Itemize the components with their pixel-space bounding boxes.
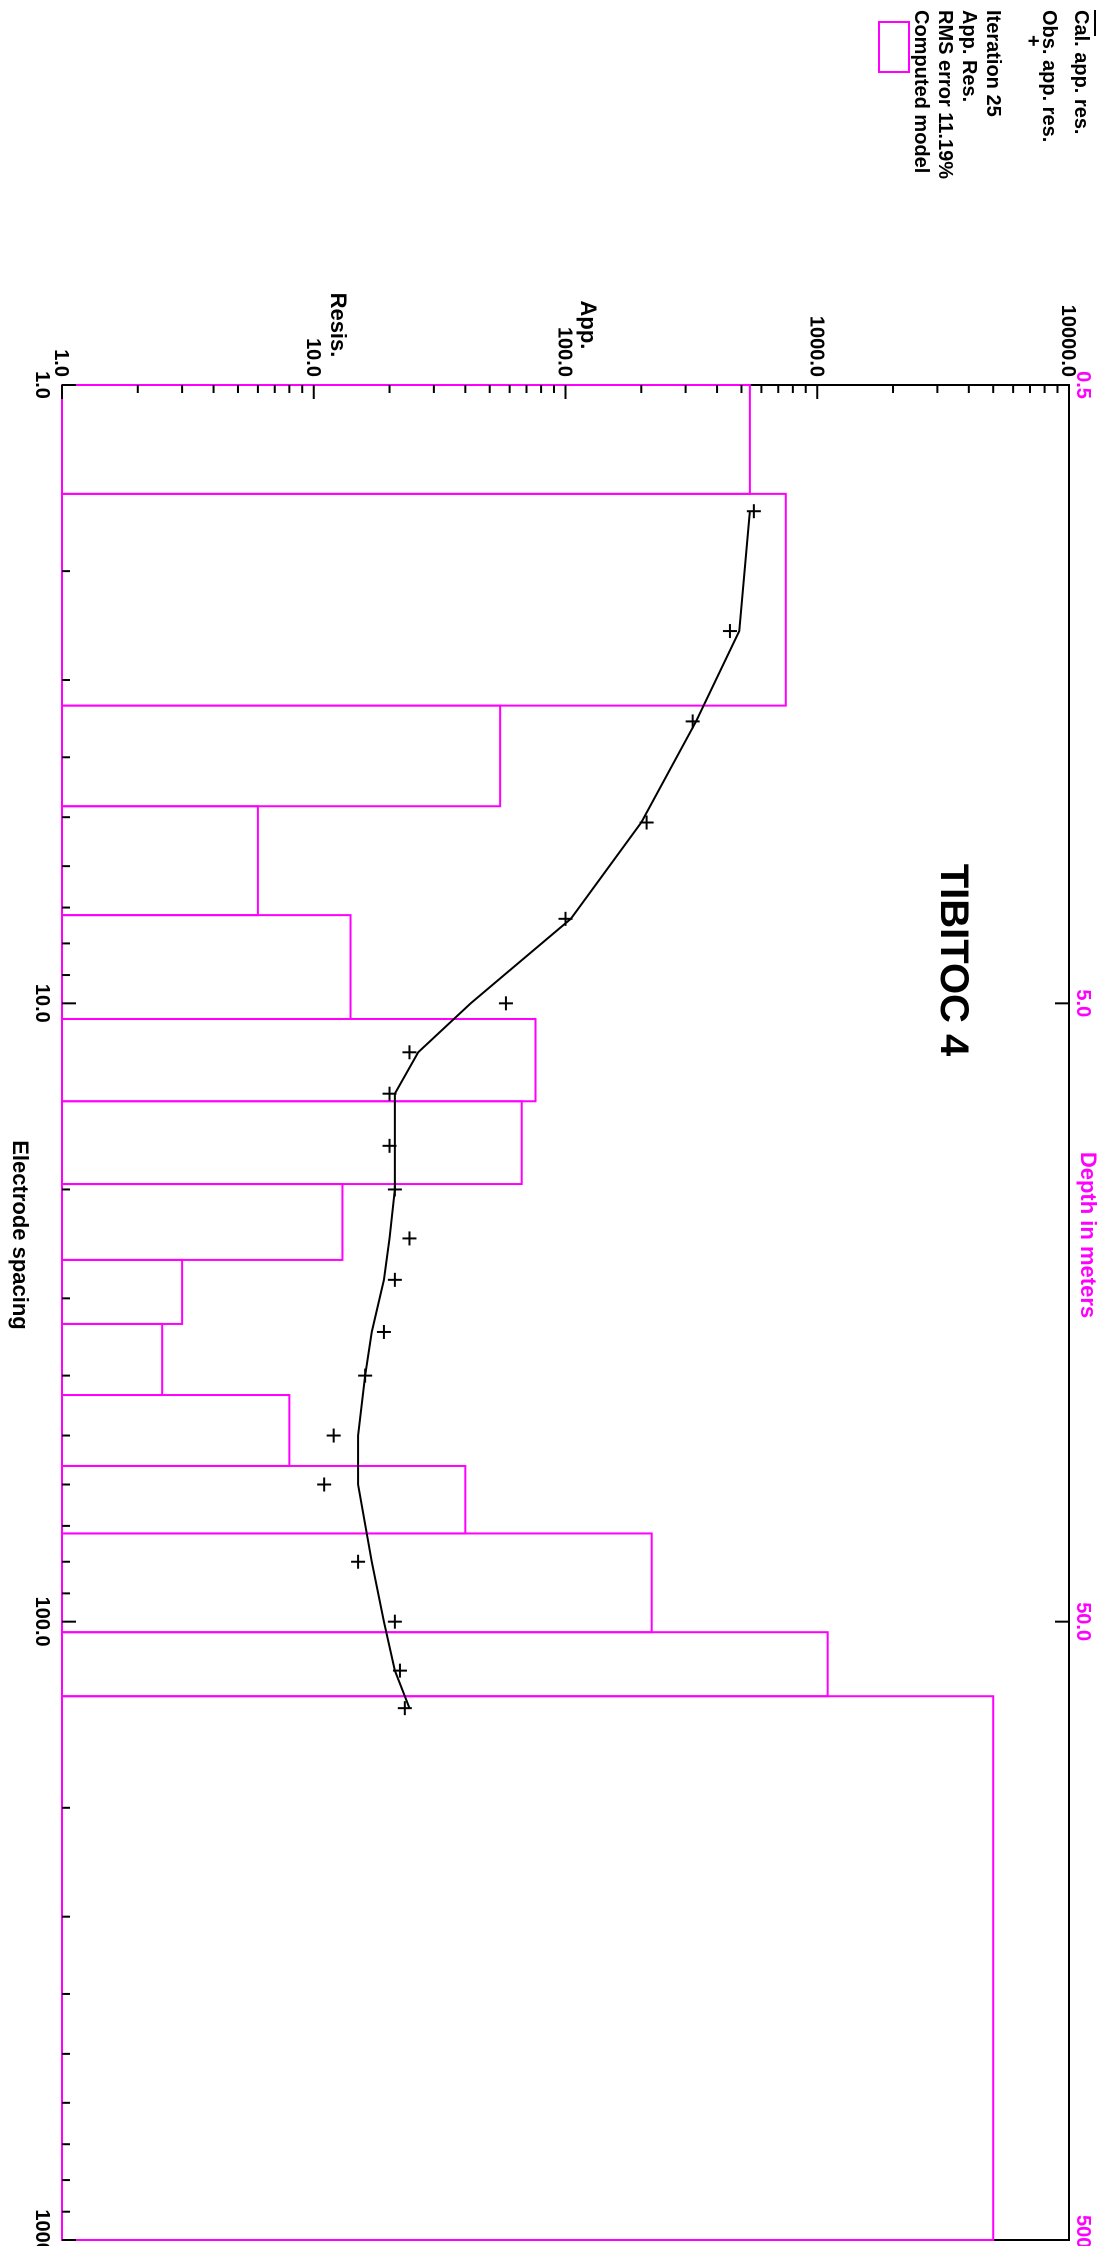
x-tick-label: 100.0 (31, 1597, 53, 1647)
y-tick-label: 100.0 (554, 327, 576, 377)
model-layer-rect (61, 805, 259, 917)
y-tick-label: 10000.0 (1057, 305, 1079, 377)
observed-point (498, 996, 513, 1011)
legend-model-label: Computed model (910, 10, 932, 173)
y-axis-label-line2: Resis. (326, 293, 351, 358)
calculated-curve-layer (357, 511, 751, 1709)
observed-point (402, 1045, 417, 1060)
depth-axis-label: Depth in meters (1076, 1152, 1101, 1318)
observed-point (558, 911, 573, 926)
observed-point (351, 1554, 366, 1569)
legend-iteration: Iteration 25 (982, 10, 1004, 117)
model-layer-rect (61, 1100, 523, 1186)
model-layer-rect (61, 384, 751, 495)
legend-cal-label: Cal. app. res. (1070, 10, 1092, 135)
y-tick-label: 1000.0 (805, 316, 827, 377)
plot-frame (61, 384, 1070, 2241)
observed-point (402, 1231, 417, 1246)
legend-app-res: App. Res. (958, 10, 980, 102)
model-layer-rect (61, 1532, 653, 1634)
legend: Cal. app. res. Obs. app. res. + Iteratio… (878, 10, 1096, 179)
model-layer-rect (61, 1631, 829, 1698)
model-layer-rect (61, 1394, 291, 1467)
x-tick-label: 10.0 (31, 984, 53, 1023)
legend-obs-label: Obs. app. res. (1038, 10, 1060, 142)
model-layer-rect (60, 492, 787, 707)
calculated-curve-line (357, 511, 751, 1709)
observed-points-layer (317, 504, 761, 1716)
y-tick-label: 10.0 (302, 338, 324, 377)
y-tick-label: 1.0 (50, 349, 72, 377)
x-tick-label: 1000.0 (31, 2209, 53, 2246)
observed-point (387, 1272, 402, 1287)
model-layer-rect (61, 1464, 467, 1535)
model-layer-rect (61, 1258, 184, 1325)
model-layer-rect (61, 1183, 344, 1261)
observed-point (382, 1138, 397, 1153)
model-layer-rect (61, 1017, 537, 1103)
observed-point (746, 504, 761, 519)
depth-tick-label: 500.0 (1072, 2215, 1094, 2246)
model-layer-rect (61, 1695, 995, 2241)
legend-model-box-icon (878, 21, 910, 73)
observed-point (722, 624, 737, 639)
model-layer-rect (60, 704, 502, 808)
depth-tick-label: 0.5 (1072, 371, 1094, 399)
model-layer-rect (61, 1322, 164, 1397)
observed-point (376, 1324, 391, 1339)
x-axis-label: Electrode spacing (8, 1140, 33, 1330)
observed-point (326, 1428, 341, 1443)
observed-point (317, 1477, 332, 1492)
computed-model-layer (60, 384, 995, 2241)
observed-point (392, 1663, 407, 1678)
legend-obs-plus-icon: + (1022, 35, 1044, 47)
observed-point (397, 1701, 412, 1716)
plot-frame-rect (61, 384, 1070, 2241)
depth-tick-label: 50.0 (1072, 1602, 1094, 1641)
y-axis-label-line1: App. (576, 301, 601, 350)
observed-point (685, 714, 700, 729)
observed-point (387, 1614, 402, 1629)
axis-ticks-layer: 1.0 10.0 100.0 1000.0 1.0 10.0 100.0 1000.0 1000… (31, 305, 1094, 2246)
observed-point (387, 1182, 402, 1197)
model-layer-rect (61, 914, 352, 1020)
observed-point (639, 815, 654, 830)
depth-tick-label: 5.0 (1072, 989, 1094, 1017)
legend-rms: RMS error 11.19% (934, 10, 956, 179)
chart-title: TIBITOC 4 (932, 864, 976, 1057)
observed-point (382, 1086, 397, 1101)
observed-point (358, 1368, 373, 1383)
x-tick-label: 1.0 (31, 371, 53, 399)
